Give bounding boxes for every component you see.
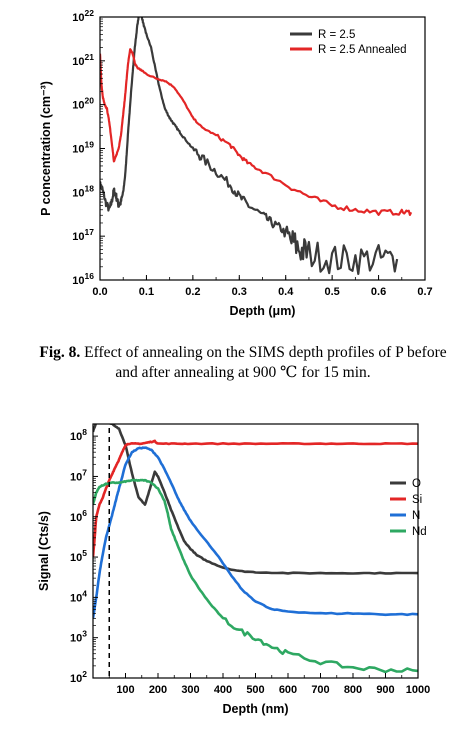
chart1-x-tick-label: 500: [246, 684, 264, 696]
chart1-y-tick-base: 10: [70, 431, 82, 443]
chart1-y-tick-exponent: 6: [82, 508, 87, 518]
chart0-x-tick-label: 0.5: [324, 286, 339, 298]
chart0-x-tick-label: 0.2: [185, 286, 200, 298]
chart0-plot-area: [100, 17, 413, 275]
chart1-y-tick-label: 107: [70, 467, 87, 483]
chart0-y-tick-exponent: 20: [85, 96, 95, 106]
chart1-x-tick-label: 300: [181, 684, 199, 696]
chart0-y-tick-label: 1017: [72, 227, 94, 243]
caption-label: Fig. 8.: [39, 344, 81, 361]
figure-caption: Fig. 8. Effect of annealing on the SIMS …: [28, 343, 458, 383]
chart-p-concentration: 0.0 0.1 0.2 0.3 0.4 0.5 0.6 0.71016101710181019…: [39, 8, 433, 318]
chart0-y-tick-base: 10: [72, 56, 84, 68]
chart1-series-si-line: [93, 439, 418, 557]
chart0-x-tick-label: 0.1: [139, 286, 154, 298]
chart0-y-tick-label: 1018: [72, 183, 94, 199]
chart1-y-tick-exponent: 8: [82, 427, 87, 437]
chart0-x-tick-label: 0.6: [371, 286, 386, 298]
chart1-series-o-line: [93, 424, 418, 575]
chart0-y-tick-exponent: 21: [85, 52, 95, 62]
caption-text: Effect of annealing on the SIMS depth pr…: [84, 344, 447, 381]
chart1-x-tick-label: 1000: [406, 684, 430, 696]
chart0-y-tick-exponent: 18: [85, 183, 95, 193]
chart1-y-tick-exponent: 4: [82, 588, 87, 598]
chart1-x-tick-label: 100: [116, 684, 134, 696]
chart1-y-tick-exponent: 7: [82, 467, 87, 477]
chart-sims-signal: 100 200 300 400 500 600 700 800 900 1000102103104…: [37, 423, 430, 716]
chart0-y-tick-exponent: 19: [85, 140, 95, 150]
chart0-x-tick-label: 0.0: [92, 286, 107, 298]
chart1-y-tick-base: 10: [70, 552, 82, 564]
chart0-frame: [99, 16, 426, 281]
chart0-y-tick-label: 1021: [72, 52, 94, 68]
chart1-x-axis-title: Depth (nm): [223, 702, 289, 716]
chart1-legend-label-n: N: [412, 510, 420, 522]
chart1-y-tick-label: 106: [70, 508, 87, 524]
chart1-y-tick-label: 102: [70, 669, 87, 685]
chart0-y-tick-base: 10: [72, 187, 84, 199]
chart1-x-tick-label: 800: [344, 684, 362, 696]
chart0-series-r-2-5-annealed-line: [100, 48, 413, 216]
chart0-y-tick-exponent: 22: [85, 8, 95, 18]
chart1-y-tick-base: 10: [70, 512, 82, 524]
chart0-x-tick-label: 0.7: [417, 286, 432, 298]
chart1-y-tick-exponent: 3: [82, 629, 87, 639]
chart0-series-r-2-5-line: [100, 17, 399, 275]
chart1-y-tick-label: 108: [70, 427, 87, 443]
chart0-y-axis-title: P concentration (cm⁻³): [39, 81, 53, 216]
chart0-y-tick-base: 10: [72, 231, 84, 243]
chart0-y-tick-label: 1016: [72, 271, 94, 287]
chart0-y-tick-base: 10: [72, 12, 84, 24]
chart1-x-tick-label: 600: [279, 684, 297, 696]
chart0-x-tick-label: 0.3: [232, 286, 247, 298]
chart1-y-tick-base: 10: [70, 673, 82, 685]
chart1-legend-label-nd: Nd: [412, 526, 427, 538]
chart1-y-tick-label: 104: [70, 588, 87, 604]
chart1-series-n-line: [93, 446, 418, 619]
chart0-y-tick-label: 1020: [72, 96, 94, 112]
chart1-y-tick-exponent: 2: [82, 669, 87, 679]
chart1-y-tick-label: 103: [70, 629, 87, 645]
chart0-y-tick-base: 10: [72, 275, 84, 287]
chart1-series-nd-line: [93, 478, 418, 674]
chart0-x-tick-label: 0.4: [278, 286, 294, 298]
chart0-y-tick-base: 10: [72, 100, 84, 112]
chart1-y-axis-title: Signal (Cts/s): [37, 511, 51, 591]
chart0-x-axis-title: Depth (μm): [230, 304, 296, 318]
chart0-legend-label-r-2-5: R = 2.5: [318, 29, 355, 41]
chart1-y-tick-exponent: 5: [82, 548, 87, 558]
chart0-y-tick-exponent: 16: [85, 271, 95, 281]
chart0-y-tick-base: 10: [72, 144, 84, 156]
chart1-x-tick-label: 700: [311, 684, 329, 696]
chart1-y-tick-base: 10: [70, 592, 82, 604]
chart1-legend-label-o: O: [412, 478, 421, 490]
chart0-y-tick-label: 1022: [72, 8, 94, 24]
chart1-x-tick-label: 900: [376, 684, 394, 696]
chart1-y-tick-label: 105: [70, 548, 87, 564]
chart1-y-tick-base: 10: [70, 633, 82, 645]
chart1-plot-area: [93, 424, 418, 674]
chart1-x-tick-label: 200: [149, 684, 167, 696]
chart0-legend-label-r-2-5-annealed: R = 2.5 Annealed: [318, 44, 407, 56]
chart0-y-tick-exponent: 17: [85, 227, 95, 237]
chart1-legend-label-si: Si: [412, 494, 422, 506]
chart1-y-tick-base: 10: [70, 471, 82, 483]
chart0-y-tick-label: 1019: [72, 140, 94, 156]
chart1-x-tick-label: 400: [214, 684, 232, 696]
